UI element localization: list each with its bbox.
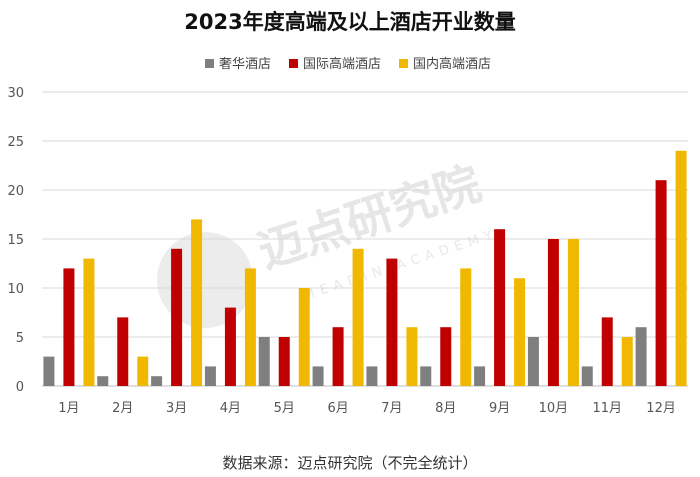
x-tick-label: 11月: [592, 401, 622, 416]
x-tick-label: 1月: [58, 401, 79, 416]
legend-swatch: [399, 59, 408, 68]
bar: [420, 366, 432, 386]
y-tick-label: 5: [16, 331, 24, 346]
bar: [655, 180, 667, 386]
bar: [244, 268, 256, 386]
x-tick-label: 9月: [489, 401, 510, 416]
bar: [514, 278, 526, 386]
bar: [97, 376, 109, 386]
bar: [635, 327, 647, 386]
legend-label: 奢华酒店: [219, 57, 271, 72]
bar: [460, 268, 472, 386]
legend-label: 国际高端酒店: [303, 56, 381, 72]
x-tick-label: 8月: [435, 401, 456, 416]
y-tick-label: 10: [7, 282, 24, 297]
y-tick-label: 15: [7, 233, 24, 248]
bar: [83, 258, 95, 386]
bar: [278, 337, 290, 386]
x-tick-label: 4月: [220, 401, 241, 416]
bar: [547, 239, 559, 386]
bar: [43, 356, 55, 386]
bar: [352, 248, 364, 386]
x-tick-label: 2月: [112, 401, 133, 416]
watermark: 迈点研究院 MEADIN ACADEMY: [157, 156, 500, 328]
bar: [137, 356, 149, 386]
bar: [224, 307, 236, 386]
bar: [440, 327, 452, 386]
bar: [581, 366, 593, 386]
legend-label: 国内高端酒店: [413, 56, 491, 72]
y-tick-label: 25: [7, 135, 24, 150]
bar: [298, 288, 310, 386]
bar: [366, 366, 378, 386]
bar: [332, 327, 344, 386]
bar: [527, 337, 539, 386]
bar: [171, 248, 183, 386]
x-tick-label: 5月: [274, 401, 295, 416]
bar: [567, 239, 579, 386]
bar: [386, 258, 398, 386]
x-tick-label: 3月: [166, 401, 187, 416]
bar: [63, 268, 75, 386]
bar: [406, 327, 418, 386]
bar: [204, 366, 216, 386]
x-tick-label: 10月: [539, 401, 569, 416]
y-tick-label: 20: [7, 184, 24, 199]
bar: [474, 366, 486, 386]
x-tick-label: 12月: [646, 401, 676, 416]
x-tick-label: 7月: [381, 401, 402, 416]
bar: [621, 337, 633, 386]
y-tick-label: 30: [7, 86, 24, 101]
bar: [494, 229, 506, 386]
watermark-text: 迈点研究院: [252, 156, 487, 278]
chart-title: 2023年度高端及以上酒店开业数量: [184, 10, 516, 34]
bar: [151, 376, 163, 386]
bar: [601, 317, 613, 386]
y-tick-label: 0: [16, 380, 24, 395]
bar: [117, 317, 129, 386]
bar: [312, 366, 324, 386]
x-tick-label: 6月: [327, 401, 348, 416]
source-note: 数据来源：迈点研究院（不完全统计）: [222, 454, 478, 472]
legend-swatch: [205, 59, 214, 68]
bar: [191, 219, 203, 386]
bar: [675, 150, 687, 386]
bar: [258, 337, 270, 386]
legend-swatch: [289, 59, 298, 68]
